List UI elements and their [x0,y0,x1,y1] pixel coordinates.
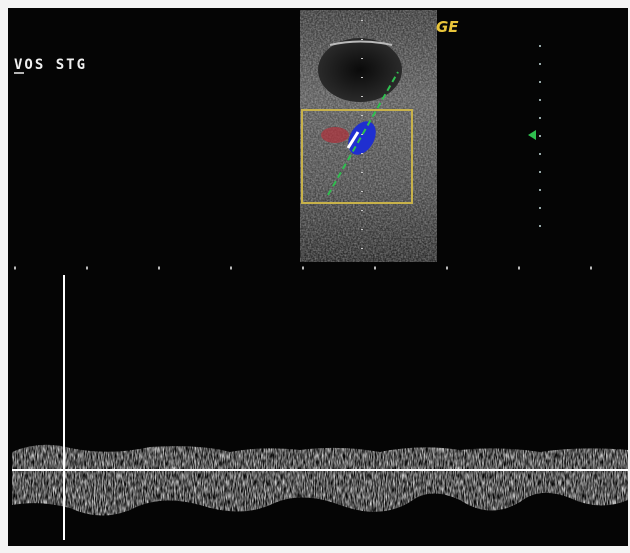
page: VOS STG GE (() => { const data = JSON.pa… [0,0,630,553]
globe [318,38,402,102]
ultrasound-screen: VOS STG GE [0,0,630,553]
color-flow-red [321,127,349,143]
mode-label: VOS STG [14,57,87,73]
brand-label: GE [436,18,459,36]
